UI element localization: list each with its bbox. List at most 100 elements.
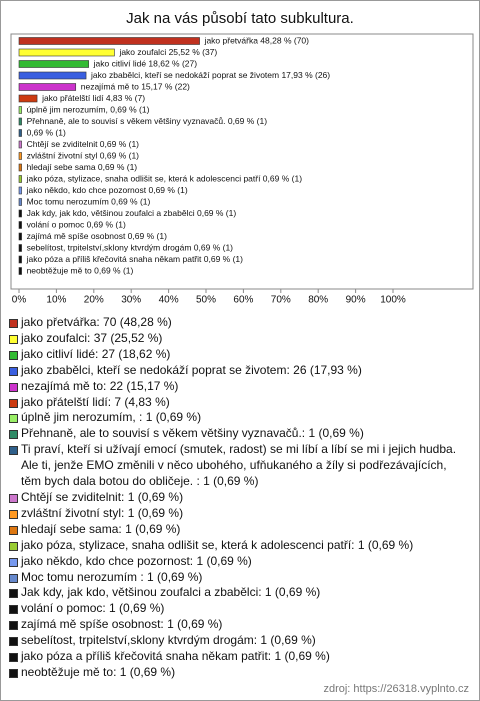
legend-label: zajímá mě spíše osobnost: 1 (0,69 %): [21, 617, 223, 632]
x-tick-label: 50%: [196, 295, 216, 306]
x-tick-label: 90%: [346, 295, 366, 306]
legend-item: Moc tomu nerozumím : 1 (0,69 %): [9, 570, 465, 586]
bar: [18, 186, 22, 195]
legend-label: Ti praví, kteří si užívají emocí (smutek…: [21, 442, 457, 489]
legend-item: jako póza a příliš křečovitá snaha někam…: [9, 649, 465, 665]
bar: [18, 71, 87, 80]
legend-swatch: [9, 605, 18, 615]
legend-swatch: [9, 398, 18, 408]
bar-label: nezajímá mě to 15,17 % (22): [81, 81, 190, 91]
bar: [18, 209, 22, 218]
legend-item: neobtěžuje mě to: 1 (0,69 %): [9, 665, 465, 681]
x-tick-label: 70%: [271, 295, 291, 306]
legend-swatch: [9, 414, 18, 424]
x-tick-label: 100%: [380, 295, 406, 306]
bar-label: jako citliví lidé 18,62 % (27): [93, 58, 198, 68]
x-tick-label: 80%: [308, 295, 328, 306]
bar-label: volání o pomoc 0,69 % (1): [27, 219, 126, 229]
legend-item: zvláštní životní styl: 1 (0,69 %): [9, 506, 465, 522]
bar: [18, 60, 89, 68]
bar: [18, 106, 22, 114]
x-tick-label: 10%: [46, 295, 66, 306]
x-tick-label: 60%: [233, 295, 253, 306]
bar: [18, 198, 22, 206]
legend-item: hledají sebe sama: 1 (0,69 %): [9, 522, 465, 538]
bar: [18, 152, 22, 160]
legend-swatch: [9, 334, 18, 344]
bar-label: 0,69 % (1): [27, 127, 66, 137]
bar: [18, 140, 22, 149]
bar: [18, 244, 22, 252]
bar: [18, 221, 22, 229]
legend-swatch: [9, 382, 18, 392]
legend-label: zvláštní životní styl: 1 (0,69 %): [21, 505, 184, 520]
bar: [18, 255, 22, 264]
legend-item: jako póza, stylizace, snaha odlišit se, …: [9, 538, 465, 554]
legend-swatch: [9, 525, 18, 535]
bar: [18, 37, 200, 45]
bar-label: Moc tomu nerozumím 0,69 % (1): [27, 196, 151, 206]
legend-item: Přehnaně, ale to souvisí s věkem většiny…: [9, 426, 465, 442]
bar: [18, 48, 115, 57]
bar-label: úplně jim nerozumím, 0,69 % (1): [27, 104, 150, 114]
bar-label: jako zoufalci 25,52 % (37): [118, 47, 217, 57]
legend-item: volání o pomoc: 1 (0,69 %): [9, 601, 465, 617]
legend-item: jako přetvářka: 70 (48,28 %): [9, 315, 465, 331]
legend: jako přetvářka: 70 (48,28 %) jako zoufalc…: [9, 315, 465, 681]
legend-label: Moc tomu nerozumím : 1 (0,69 %): [21, 569, 203, 584]
legend-swatch: [9, 668, 18, 678]
legend-swatch: [9, 430, 18, 440]
x-tick-label: 40%: [159, 295, 179, 306]
legend-swatch: [9, 557, 18, 567]
bar: [18, 129, 22, 137]
legend-swatch: [9, 446, 18, 456]
x-tick-label: 20%: [84, 295, 104, 306]
x-tick-label: 0%: [12, 295, 27, 306]
bar-label: jako póza a příliš křečovitá snaha někam…: [26, 254, 244, 264]
bar-label: jako přetvářka 48,28 % (70): [204, 35, 310, 45]
bar-label: neobtěžuje mě to 0,69 % (1): [27, 265, 134, 275]
legend-label: jako zbabělci, kteří se nedokáží poprat …: [21, 362, 362, 377]
bar: [18, 267, 22, 275]
legend-label: úplně jim nerozumím, : 1 (0,69 %): [21, 410, 202, 425]
bar-label: Přehnaně, ale to souvisí s věkem většiny…: [27, 116, 268, 126]
legend-item: jako přátelští lidí: 7 (4,83 %): [9, 395, 465, 411]
legend-item: sebelítost, trpitelství,sklony ktvrdým d…: [9, 633, 465, 649]
legend-label: jako póza, stylizace, snaha odlišit se, …: [21, 537, 414, 552]
legend-swatch: [9, 366, 18, 376]
legend-swatch: [9, 541, 18, 551]
bar-label: Jak kdy, jak kdo, většinou zoufalci a zb…: [27, 208, 237, 218]
legend-item: úplně jim nerozumím, : 1 (0,69 %): [9, 410, 465, 426]
legend-item: zajímá mě spíše osobnost: 1 (0,69 %): [9, 617, 465, 633]
legend-item: jako citliví lidé: 27 (18,62 %): [9, 347, 465, 363]
legend-item: Ti praví, kteří si užívají emocí (smutek…: [9, 442, 465, 490]
bar-label: zajímá mě spíše osobnost 0,69 % (1): [27, 231, 167, 241]
bar-label: hledají sebe sama 0,69 % (1): [27, 162, 138, 172]
bar: [18, 175, 22, 183]
bar-label: sebelítost, trpitelství,sklony ktvrdým d…: [27, 242, 234, 252]
bar-label: jako přátelští lidí 4,83 % (7): [41, 93, 145, 103]
legend-label: volání o pomoc: 1 (0,69 %): [21, 601, 165, 616]
legend-label: sebelítost, trpitelství,sklony ktvrdým d…: [21, 633, 316, 648]
legend-label: neobtěžuje mě to: 1 (0,69 %): [21, 664, 176, 679]
legend-swatch: [9, 573, 18, 583]
legend-item: jako někdo, kdo chce pozornost: 1 (0,69 …: [9, 554, 465, 570]
legend-swatch: [9, 621, 18, 631]
legend-label: hledají sebe sama: 1 (0,69 %): [21, 521, 181, 536]
legend-swatch: [9, 637, 18, 647]
legend-label: Přehnaně, ale to souvisí s věkem většiny…: [21, 426, 364, 441]
legend-label: jako někdo, kdo chce pozornost: 1 (0,69 …: [21, 553, 252, 568]
chart-title: Jak na vás působí tato subkultura.: [126, 10, 354, 27]
legend-item: Chtějí se zviditelnit: 1 (0,69 %): [9, 490, 465, 506]
legend-swatch: [9, 319, 18, 328]
legend-swatch: [9, 350, 18, 360]
bar-label: jako póza, stylizace, snaha odlišit se, …: [26, 173, 303, 183]
legend-label: jako póza a příliš křečovitá snaha někam…: [21, 649, 330, 664]
bar-label: jako někdo, kdo chce pozornost 0,69 % (1…: [26, 185, 188, 195]
legend-item: jako zoufalci: 37 (25,52 %): [9, 331, 465, 347]
legend-label: jako přetvářka: 70 (48,28 %): [21, 315, 172, 329]
bar-label: zvláštní životní styl 0,69 % (1): [27, 150, 140, 160]
legend-label: jako citliví lidé: 27 (18,62 %): [21, 346, 171, 361]
bar-label: jako zbabělci, kteří se nedokáží poprat …: [90, 70, 330, 80]
